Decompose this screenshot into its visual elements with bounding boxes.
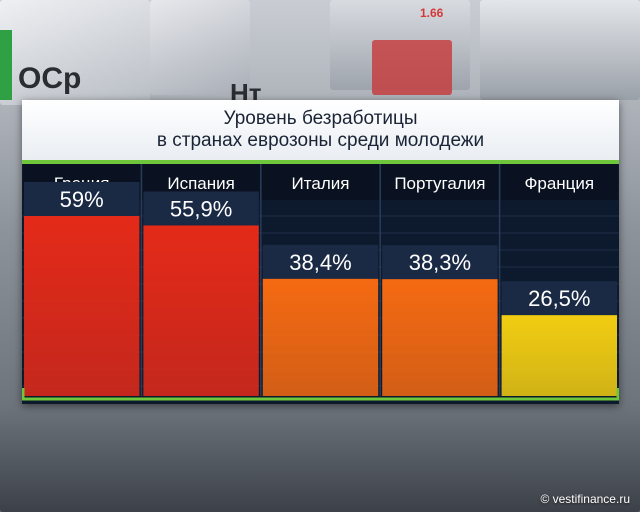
value-label-band (501, 281, 617, 316)
category-label: Португалия (394, 174, 485, 193)
backdrop-block (480, 0, 640, 100)
chart-title-line-1: Уровень безработицы (223, 108, 418, 129)
backdrop-floor (0, 405, 640, 512)
value-label-band (143, 191, 259, 226)
value-label: 59% (60, 187, 104, 212)
backdrop-block (0, 0, 150, 105)
value-label-band (24, 182, 140, 216)
bar (262, 278, 379, 396)
category-label: Италия (292, 174, 350, 193)
value-label-band (382, 245, 498, 280)
chart-title-line-2: в странах еврозоны среди молодежи (156, 130, 485, 151)
value-label: 38,4% (289, 250, 351, 275)
chart-title: Уровень безработицы в странах еврозоны с… (22, 100, 619, 164)
value-label-band (262, 244, 379, 279)
backdrop-green-stripe (0, 30, 12, 100)
category-header (261, 164, 380, 200)
backdrop-ticker: 1.66 (420, 6, 444, 20)
bar-chart: Греция59%Испания55,9%Италия38,4%Португал… (22, 164, 619, 404)
source-credit: © vestifinance.ru (540, 492, 630, 506)
category-header (381, 164, 499, 200)
backdrop-fragment: ОСр (18, 62, 82, 95)
backdrop-block (150, 0, 250, 95)
value-label: 38,3% (409, 250, 471, 275)
backdrop-red-block (372, 40, 452, 95)
bar (501, 315, 617, 396)
bar (143, 225, 259, 396)
category-header (500, 164, 618, 200)
category-label: Испания (167, 174, 234, 193)
category-label: Франция (524, 174, 594, 193)
value-label: 55,9% (170, 196, 232, 221)
bar (24, 216, 140, 396)
bar (382, 279, 498, 396)
value-label: 26,5% (528, 286, 590, 311)
